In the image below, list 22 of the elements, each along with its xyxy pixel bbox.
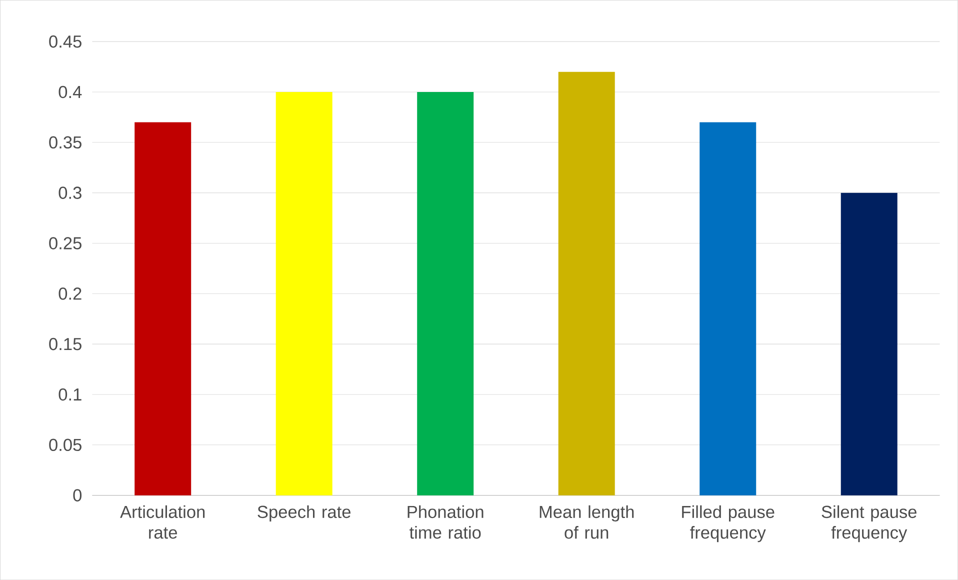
y-tick-label: 0.1	[58, 388, 82, 401]
x-tick-label: Filled pause frequency	[682, 505, 774, 542]
x-tick-label: Silent pause frequency	[822, 505, 916, 542]
bar	[558, 72, 615, 496]
y-tick-label: 0.4	[58, 86, 82, 98]
y-tick-label: 0.05	[49, 438, 82, 451]
bar	[276, 92, 332, 496]
x-tick-label: Mean length of run	[540, 505, 634, 539]
x-tick-label: Articulation rate	[120, 505, 205, 539]
bar	[840, 192, 898, 496]
x-tick-label: Speech rate	[258, 505, 351, 522]
bar	[417, 92, 474, 496]
y-tick-label: 0	[73, 489, 82, 502]
y-tick-label: 0.2	[58, 287, 82, 300]
bar	[700, 122, 756, 496]
bar	[134, 122, 192, 496]
x-tick-label: Phonation time ratio	[408, 505, 484, 539]
y-tick-label: 0.45	[49, 35, 82, 48]
y-tick-label: 0.3	[58, 186, 82, 199]
y-tick-label: 0.35	[49, 136, 82, 148]
y-tick-label: 0.15	[49, 338, 82, 350]
y-tick-label: 0.25	[49, 237, 82, 250]
